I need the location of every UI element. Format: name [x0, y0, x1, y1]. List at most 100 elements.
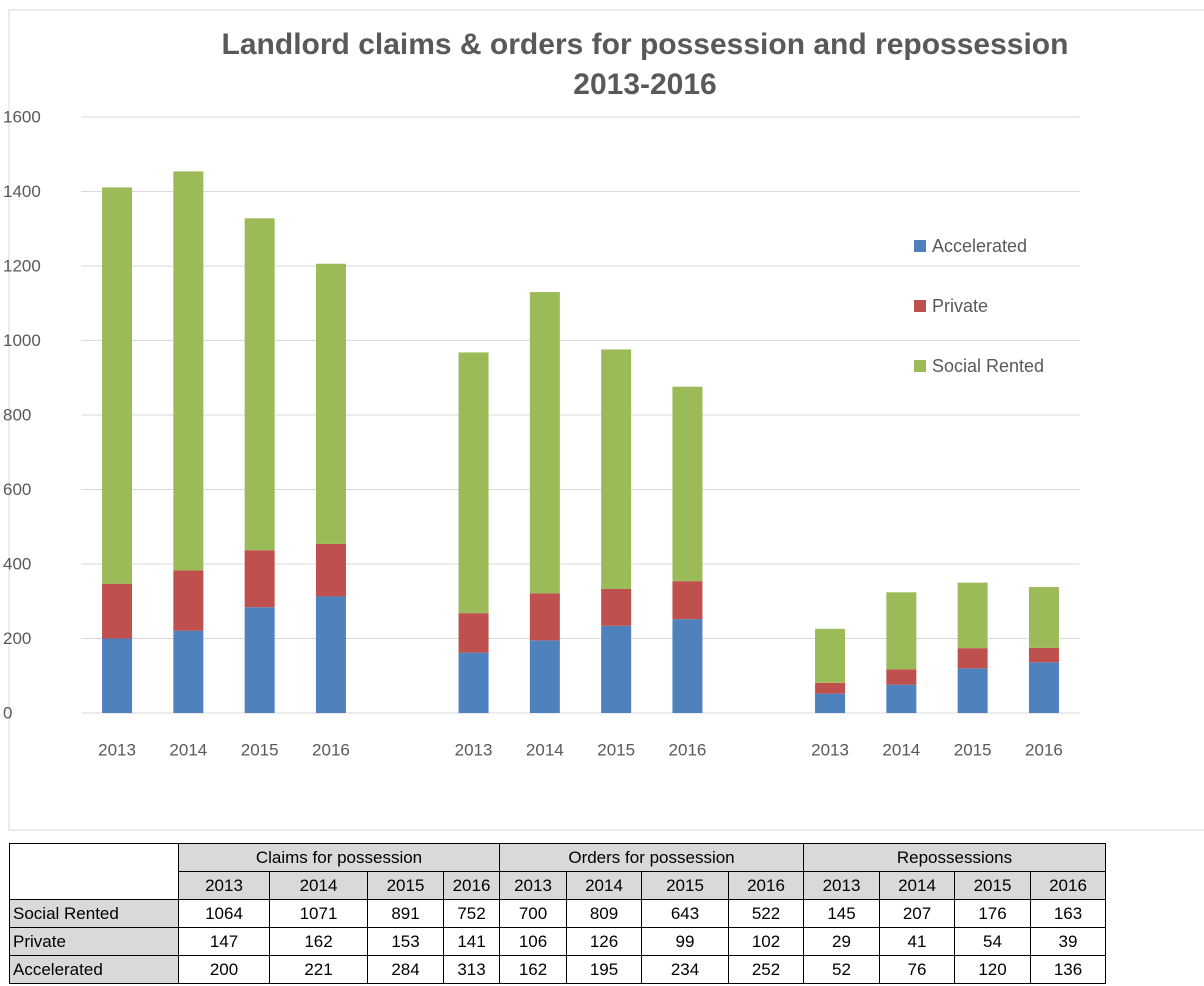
bar-segment [1028, 662, 1059, 713]
x-tick-label: 2016 [669, 740, 707, 759]
table-cell: 1064 [178, 899, 270, 928]
table-cell: 145 [803, 899, 880, 928]
table-cell: 2016 [728, 871, 804, 900]
table-cell: 200 [178, 955, 270, 984]
y-tick-label: 800 [3, 405, 31, 424]
table-cell: 52 [803, 955, 880, 984]
bar-segment [601, 588, 632, 626]
table-cell: 700 [499, 899, 567, 928]
bar-segment [886, 684, 917, 713]
bar-segment [173, 630, 204, 713]
table-cell: 891 [367, 899, 444, 928]
chart-title: Landlord claims & orders for possession … [222, 28, 1069, 101]
table-cell: 752 [443, 899, 500, 928]
table-cell: 54 [954, 927, 1031, 956]
table-cell: 195 [566, 955, 642, 984]
data-row: Social Rented 1064 1071 891 752 700 809 643 522 1… [9, 899, 1106, 928]
bar-segment [458, 352, 489, 614]
table-cell: Private [9, 927, 179, 956]
y-tick-label: 0 [3, 703, 12, 722]
table-cell: 234 [641, 955, 729, 984]
bar-segment [244, 607, 275, 713]
table-cell: 163 [1030, 899, 1106, 928]
x-tick-label: 2013 [811, 740, 849, 759]
x-tick-label: 2014 [169, 740, 207, 759]
table-cell: 76 [879, 955, 955, 984]
bar-segment [173, 171, 204, 571]
bar-segment [957, 648, 988, 669]
table-cell: Repossessions [803, 843, 1106, 872]
x-tick-label: 2016 [1025, 740, 1063, 759]
bar-segment [672, 619, 703, 713]
bar-segment [102, 638, 133, 713]
bar-segment [529, 640, 560, 713]
y-tick-label: 200 [3, 629, 31, 648]
x-tick-label: 2014 [526, 740, 564, 759]
table-cell: 207 [879, 899, 955, 928]
table-cell: 39 [1030, 927, 1106, 956]
y-tick-label: 1600 [3, 107, 41, 126]
bar-segment [315, 596, 346, 713]
bar-segment [244, 550, 275, 608]
table-cell: 2015 [954, 871, 1031, 900]
table-cell: 2013 [499, 871, 567, 900]
x-tick-label: 2014 [882, 740, 920, 759]
bar-segment [886, 669, 917, 685]
bar-segment [1028, 647, 1059, 663]
table-cell: 643 [641, 899, 729, 928]
table-cell: 2015 [367, 871, 444, 900]
table-cell: 284 [367, 955, 444, 984]
bar-segment [458, 652, 489, 713]
x-tick-label: 2015 [597, 740, 635, 759]
bar-segment [886, 592, 917, 670]
table-cell: 29 [803, 927, 880, 956]
table-cell: 2014 [879, 871, 955, 900]
table-cell: 1071 [269, 899, 368, 928]
table-cell: 313 [443, 955, 500, 984]
data-row: Private 147 162 153 141 106 126 99 102 29 41 54 39 [9, 927, 1106, 956]
table-cell: 252 [728, 955, 804, 984]
bar-segment [529, 593, 560, 641]
table-cell: 41 [879, 927, 955, 956]
table-cell: 106 [499, 927, 567, 956]
table-cell: 162 [499, 955, 567, 984]
bar-segment [672, 581, 703, 620]
y-tick-label: 600 [3, 480, 31, 499]
table-cell: 162 [269, 927, 368, 956]
bar-segment [1028, 587, 1059, 648]
table-cell: 2013 [803, 871, 880, 900]
legend-label: Private [932, 296, 988, 316]
table-cell: 153 [367, 927, 444, 956]
y-tick-label: 1200 [3, 256, 41, 275]
table-cell: 2016 [1030, 871, 1106, 900]
table-cell: 2014 [566, 871, 642, 900]
bar-segment [601, 349, 632, 589]
table-cell: 99 [641, 927, 729, 956]
bar-segment [315, 543, 346, 597]
chart: Landlord claims & orders for possession … [3, 9, 1204, 831]
legend-swatch [914, 360, 926, 372]
table-cell: 136 [1030, 955, 1106, 984]
x-tick-label: 2016 [312, 740, 350, 759]
bar-segment [815, 628, 846, 683]
table-cell: Accelerated [9, 955, 179, 984]
data-row: Accelerated 200 221 284 313 162 195 234 252 52 76 1… [9, 955, 1106, 984]
bar-segment [315, 263, 346, 544]
table-cell: 2014 [269, 871, 368, 900]
table-cell: 102 [728, 927, 804, 956]
bar-segment [102, 187, 133, 584]
table-cell: 522 [728, 899, 804, 928]
table-cell: 120 [954, 955, 1031, 984]
table-cell: 2015 [641, 871, 729, 900]
table-cell: 126 [566, 927, 642, 956]
table-cell: 141 [443, 927, 500, 956]
bar-segment [601, 625, 632, 713]
x-tick-label: 2013 [455, 740, 493, 759]
table-cell: 221 [269, 955, 368, 984]
bar-segment [957, 582, 988, 649]
bar-segment [672, 386, 703, 582]
bar-segment [173, 570, 204, 631]
bar-segment [529, 292, 560, 594]
table-cell: Orders for possession [499, 843, 804, 872]
